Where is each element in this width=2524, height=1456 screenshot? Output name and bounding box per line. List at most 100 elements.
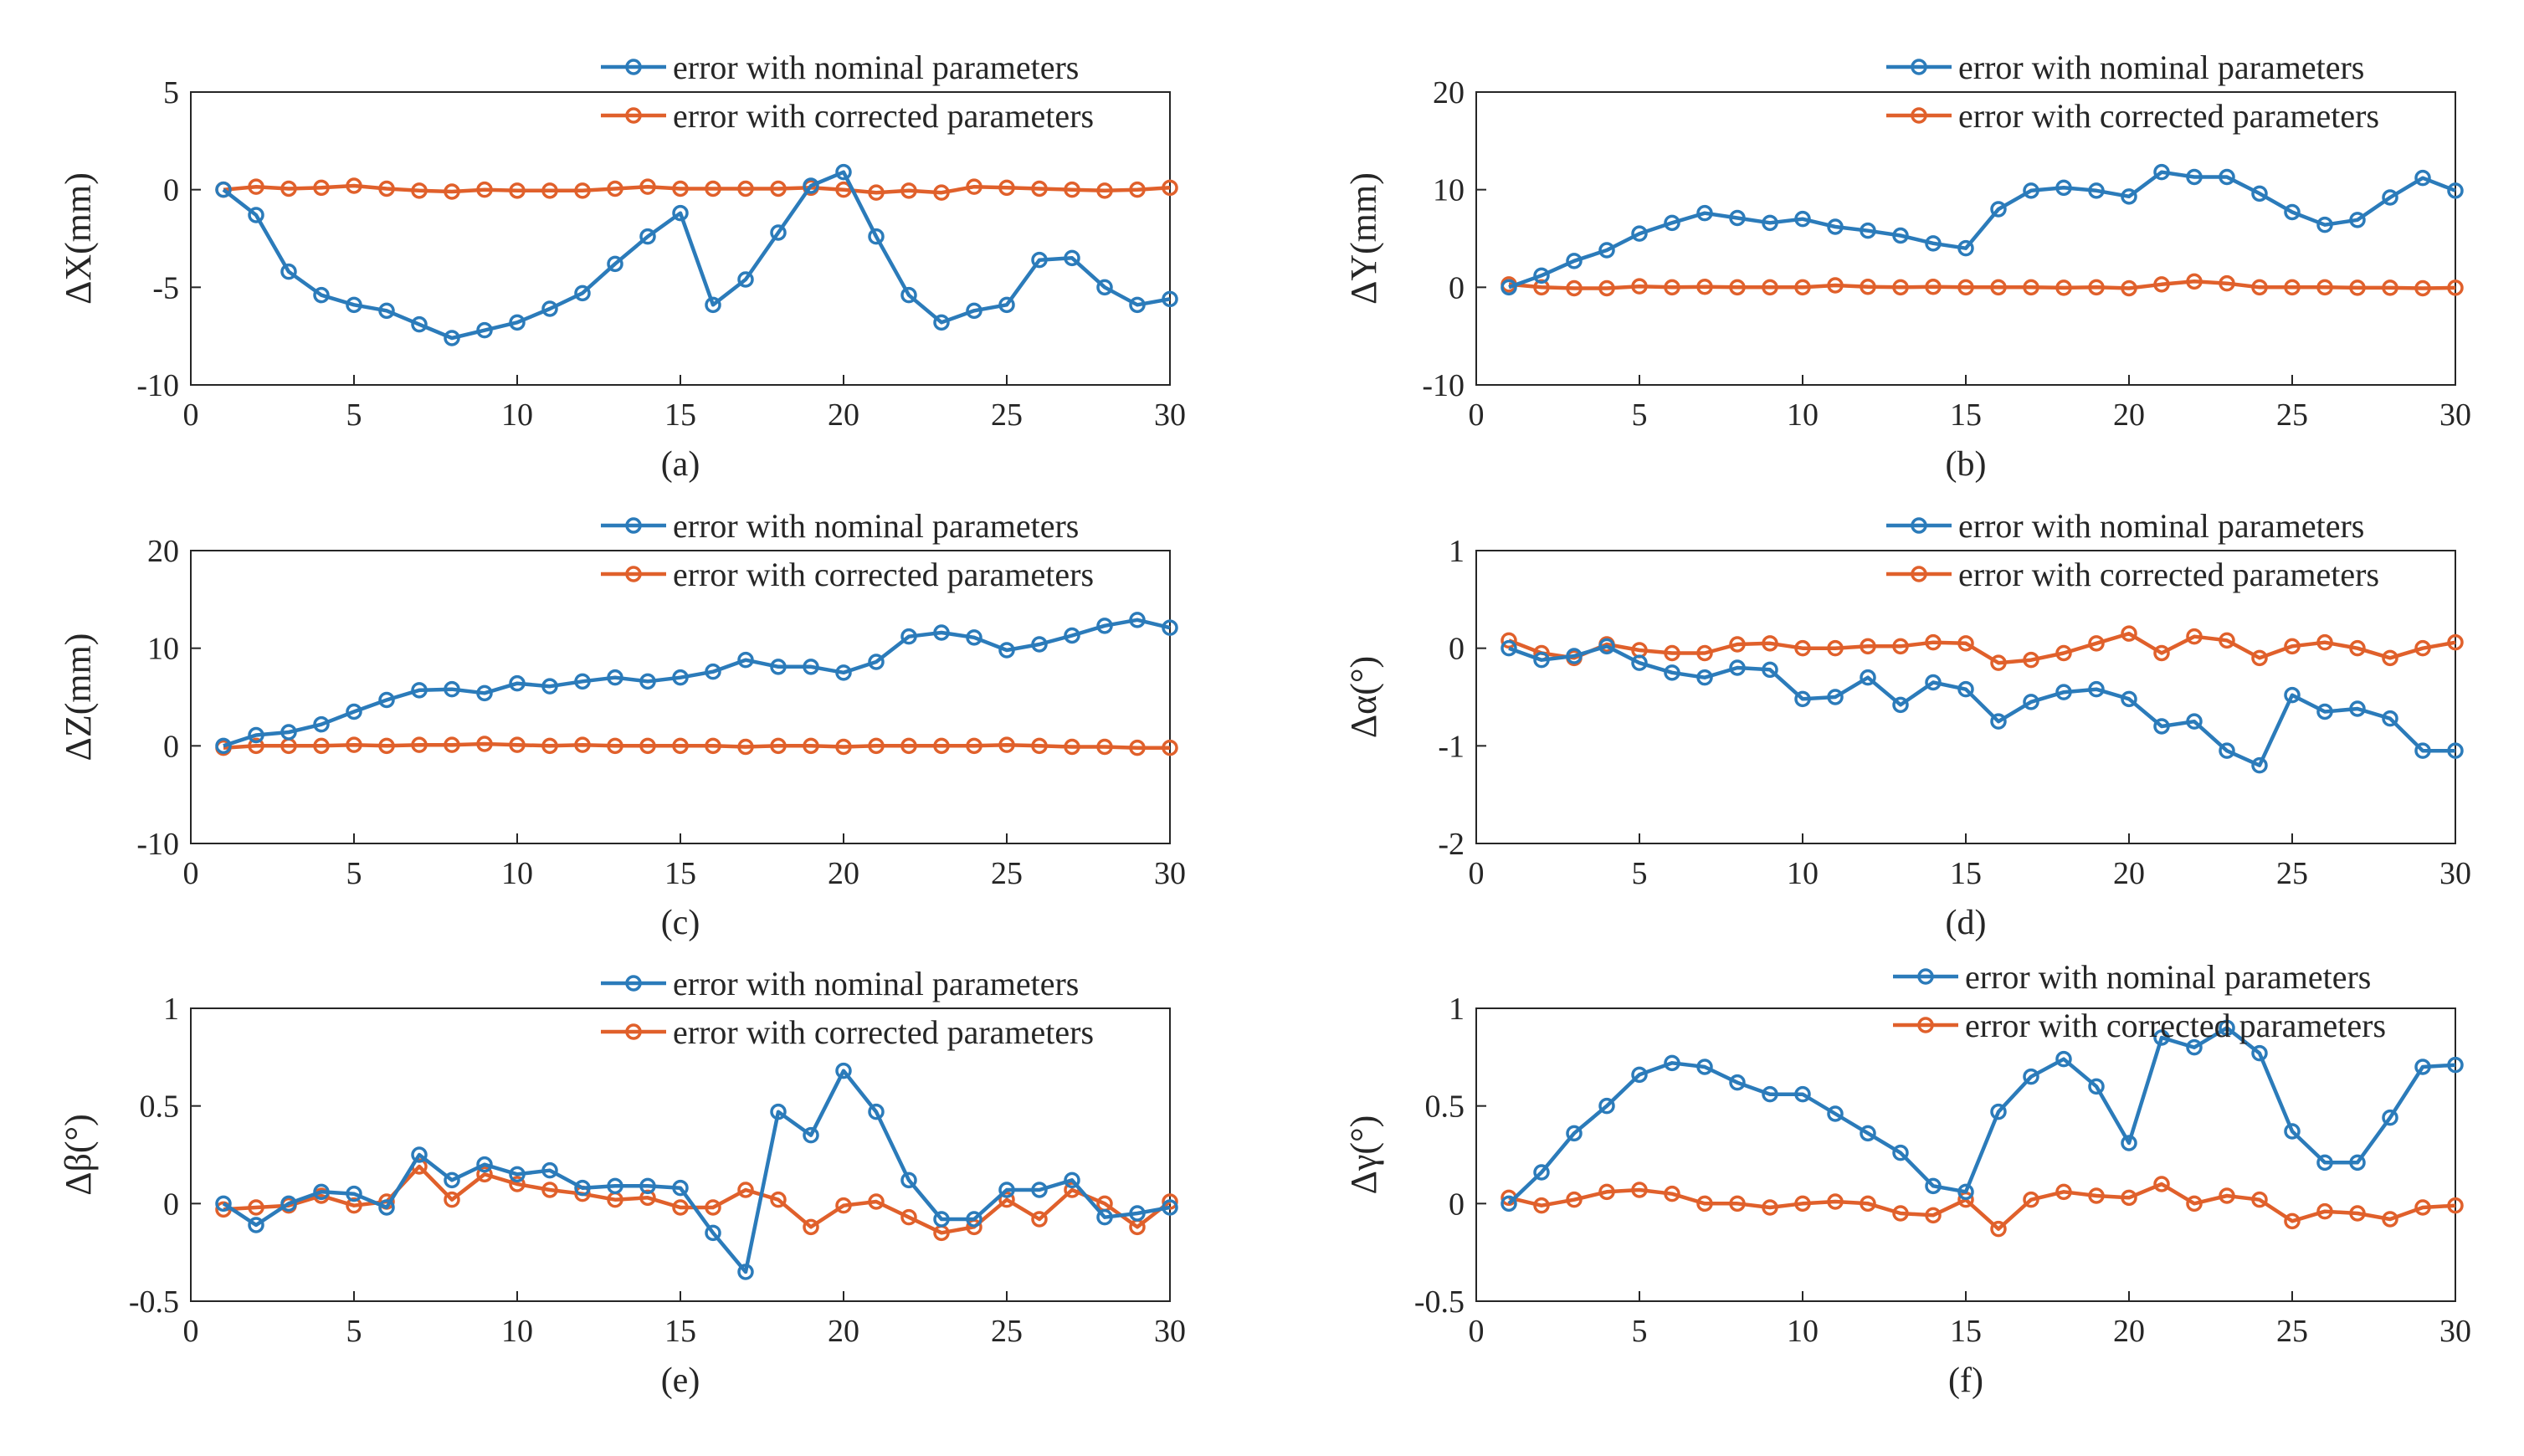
x-tick-label: 10: [1787, 397, 1819, 433]
data-point: [1631, 278, 1648, 295]
data-point: [1064, 1171, 1080, 1189]
data-point: [803, 659, 819, 675]
data-point: [1533, 279, 1550, 296]
data-point: [1501, 639, 1517, 657]
data-point: [1925, 674, 1942, 691]
data-point: [1990, 713, 2007, 730]
data-point: [541, 678, 558, 695]
data-point: [1696, 1059, 1713, 1075]
data-point: [215, 737, 232, 755]
data-point: [900, 737, 917, 755]
y-axis-label: ΔZ(mm): [58, 633, 99, 761]
data-point: [346, 703, 362, 720]
data-point: [2121, 279, 2137, 297]
data-point: [2447, 279, 2464, 296]
x-tick-label: 20: [828, 856, 859, 891]
data-point: [2219, 1187, 2235, 1204]
data-point: [933, 314, 950, 331]
data-point: [1598, 638, 1615, 655]
x-tick-label: 5: [346, 397, 362, 433]
data-point: [476, 684, 493, 702]
data-point: [2186, 1195, 2203, 1212]
data-point: [1598, 279, 1615, 297]
x-tick-label: 0: [183, 397, 199, 433]
data-point: [1990, 1103, 2007, 1120]
x-tick-label: 20: [2113, 1314, 2145, 1349]
chart-panel: 0 5 10 15 20 25 30 -10 -5 0 5 ΔX(mm) (a) error with n…: [58, 49, 1186, 484]
data-point: [1129, 739, 1146, 756]
data-point: [1501, 632, 1517, 649]
data-point: [1925, 279, 1942, 295]
data-point: [1860, 638, 1876, 655]
data-point: [1892, 227, 1909, 244]
data-point: [1696, 1195, 1713, 1212]
data-point: [607, 737, 623, 755]
y-tick-label: 0: [1449, 1187, 1465, 1222]
x-tick-label: 5: [1632, 397, 1648, 433]
data-point: [2088, 635, 2105, 652]
data-point: [1925, 1177, 1942, 1195]
data-point: [2316, 216, 2333, 233]
data-point: [1762, 635, 1778, 652]
data-point: [2186, 713, 2203, 730]
data-point: [1860, 1125, 1876, 1142]
data-point: [2316, 279, 2333, 296]
data-point: [1827, 218, 1844, 235]
data-point: [1827, 277, 1844, 294]
data-point: [868, 737, 885, 755]
y-tick-label: 0.5: [1425, 1089, 1465, 1125]
data-point: [835, 181, 852, 198]
data-point: [248, 1199, 264, 1216]
data-point: [1762, 1199, 1778, 1216]
data-point: [639, 1189, 656, 1207]
data-point: [1533, 1164, 1550, 1181]
data-point: [1096, 1208, 1113, 1226]
legend-entry-label: error with corrected parameters: [673, 97, 1094, 135]
data-point: [737, 1264, 754, 1280]
data-point: [1729, 209, 1746, 227]
data-point: [1957, 635, 1974, 652]
data-point: [2251, 1044, 2268, 1062]
data-point: [1762, 1085, 1778, 1103]
panel-label: (b): [1946, 445, 1987, 484]
data-point: [1794, 1195, 1811, 1212]
chart-panel: 0 5 10 15 20 25 30 -2 -1 0 1 Δα(°) (d) error with nom…: [1343, 507, 2471, 942]
y-axis-label: Δβ(°): [58, 1114, 99, 1196]
data-point: [574, 673, 591, 690]
data-point: [1925, 235, 1942, 252]
data-point: [1598, 242, 1615, 259]
y-axis-label: Δγ(°): [1343, 1115, 1384, 1195]
x-tick-label: 15: [1950, 856, 1982, 891]
data-point: [280, 180, 297, 197]
y-tick-label: -0.5: [1414, 1284, 1465, 1320]
data-point: [411, 315, 428, 333]
data-point: [2349, 212, 2366, 228]
data-point: [1925, 633, 1942, 651]
data-point: [1129, 1205, 1146, 1222]
x-tick-label: 25: [991, 397, 1023, 433]
data-point: [933, 184, 950, 201]
data-point: [998, 296, 1015, 314]
data-point: [1762, 661, 1778, 679]
data-point: [280, 1195, 297, 1212]
panel-label: (c): [661, 904, 700, 942]
y-tick-label: 1: [1449, 992, 1465, 1027]
data-point: [476, 1166, 493, 1183]
x-tick-label: 25: [2276, 856, 2308, 891]
data-point: [803, 1218, 819, 1236]
data-point: [1031, 1182, 1048, 1198]
data-point: [346, 736, 362, 753]
data-point: [868, 228, 885, 245]
data-point: [1162, 739, 1178, 756]
data-point: [2219, 1019, 2235, 1037]
data-point: [1631, 225, 1648, 242]
data-point: [1892, 696, 1909, 714]
data-point: [868, 1193, 885, 1210]
data-point: [2121, 188, 2137, 205]
data-point: [541, 300, 558, 317]
data-point: [1533, 267, 1550, 285]
data-point: [966, 178, 982, 195]
data-point: [509, 674, 526, 692]
data-point: [2088, 1187, 2105, 1204]
